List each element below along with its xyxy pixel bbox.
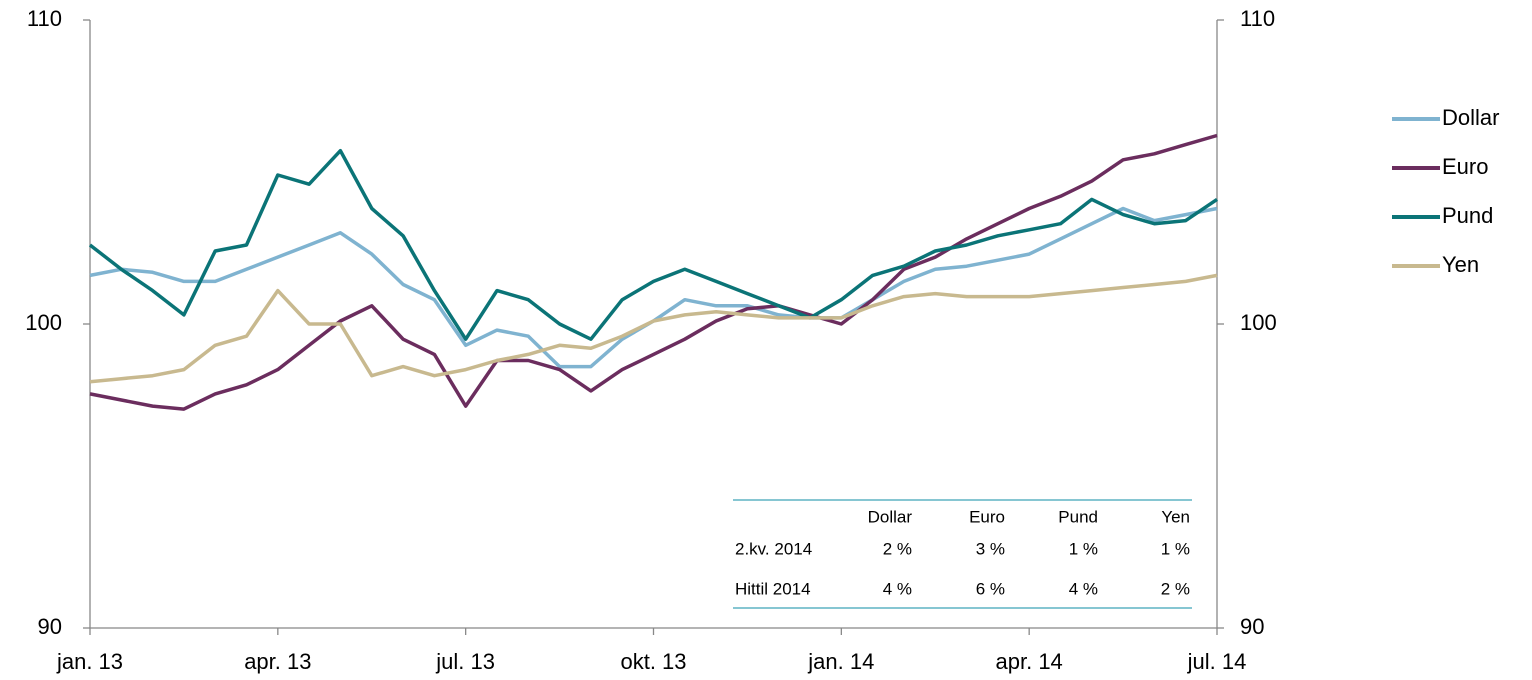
table-header: Dollar <box>868 507 913 526</box>
x-tick-label: jan. 13 <box>56 649 123 674</box>
series-line <box>89 206 1218 369</box>
table-header: Euro <box>969 507 1005 526</box>
legend-label: Dollar <box>1442 105 1499 130</box>
legend-label: Euro <box>1442 154 1488 179</box>
table-cell: 2 % <box>883 539 912 558</box>
table-cell: 3 % <box>976 539 1005 558</box>
table-header: Yen <box>1161 507 1190 526</box>
table-header: Pund <box>1058 507 1098 526</box>
x-tick-label: jul. 13 <box>435 649 495 674</box>
x-tick-label: okt. 13 <box>620 649 686 674</box>
x-tick-label: apr. 14 <box>996 649 1063 674</box>
x-tick-label: apr. 13 <box>244 649 311 674</box>
table-cell: 4 % <box>883 579 912 598</box>
legend-label: Pund <box>1442 203 1493 228</box>
x-tick-label: jul. 14 <box>1187 649 1247 674</box>
legend-label: Yen <box>1442 252 1479 277</box>
series-line <box>89 273 1218 384</box>
series-line <box>88 148 1218 341</box>
y2-tick-label: 90 <box>1240 614 1264 639</box>
y2-tick-label: 110 <box>1240 6 1275 31</box>
y-tick-label: 100 <box>25 310 62 335</box>
table-cell: 1 % <box>1069 539 1098 558</box>
series-line <box>89 133 1218 411</box>
y2-tick-label: 100 <box>1240 310 1277 335</box>
x-tick-label: jan. 14 <box>807 649 874 674</box>
table-cell: 1 % <box>1161 539 1190 558</box>
table-row-label: Hittil 2014 <box>735 579 811 598</box>
y-tick-label: 90 <box>38 614 62 639</box>
y-tick-label: 110 <box>27 6 62 31</box>
table-cell: 6 % <box>976 579 1005 598</box>
table-row-label: 2.kv. 2014 <box>735 539 812 558</box>
table-cell: 4 % <box>1069 579 1098 598</box>
table-cell: 2 % <box>1161 579 1190 598</box>
